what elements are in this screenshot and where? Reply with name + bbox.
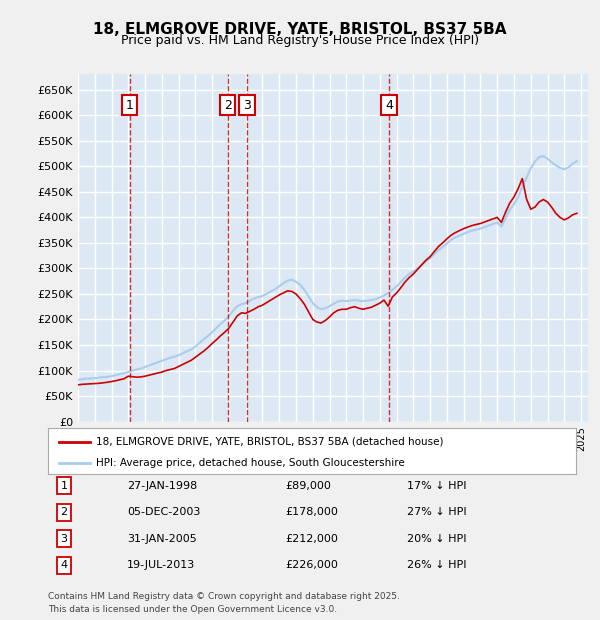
Text: 05-DEC-2003: 05-DEC-2003 <box>127 507 200 517</box>
Text: 4: 4 <box>385 99 393 112</box>
Text: 2: 2 <box>60 507 67 517</box>
Text: Price paid vs. HM Land Registry's House Price Index (HPI): Price paid vs. HM Land Registry's House … <box>121 34 479 47</box>
Text: This data is licensed under the Open Government Licence v3.0.: This data is licensed under the Open Gov… <box>48 604 337 614</box>
Text: 18, ELMGROVE DRIVE, YATE, BRISTOL, BS37 5BA (detached house): 18, ELMGROVE DRIVE, YATE, BRISTOL, BS37 … <box>95 436 443 447</box>
Text: 27% ↓ HPI: 27% ↓ HPI <box>407 507 467 517</box>
Text: 18, ELMGROVE DRIVE, YATE, BRISTOL, BS37 5BA: 18, ELMGROVE DRIVE, YATE, BRISTOL, BS37 … <box>93 22 507 37</box>
Text: 31-JAN-2005: 31-JAN-2005 <box>127 534 197 544</box>
Text: Contains HM Land Registry data © Crown copyright and database right 2025.: Contains HM Land Registry data © Crown c… <box>48 592 400 601</box>
Text: 1: 1 <box>125 99 133 112</box>
Text: £178,000: £178,000 <box>286 507 338 517</box>
Text: 20% ↓ HPI: 20% ↓ HPI <box>407 534 467 544</box>
Text: 3: 3 <box>243 99 251 112</box>
Text: 17% ↓ HPI: 17% ↓ HPI <box>407 480 467 490</box>
Text: 1: 1 <box>61 480 67 490</box>
Text: 2: 2 <box>224 99 232 112</box>
Text: 19-JUL-2013: 19-JUL-2013 <box>127 560 196 570</box>
Text: £212,000: £212,000 <box>286 534 338 544</box>
Text: 4: 4 <box>60 560 67 570</box>
Text: 3: 3 <box>61 534 67 544</box>
Text: 27-JAN-1998: 27-JAN-1998 <box>127 480 197 490</box>
Text: HPI: Average price, detached house, South Gloucestershire: HPI: Average price, detached house, Sout… <box>95 458 404 467</box>
Text: £226,000: £226,000 <box>286 560 338 570</box>
Text: £89,000: £89,000 <box>286 480 331 490</box>
Text: 26% ↓ HPI: 26% ↓ HPI <box>407 560 467 570</box>
